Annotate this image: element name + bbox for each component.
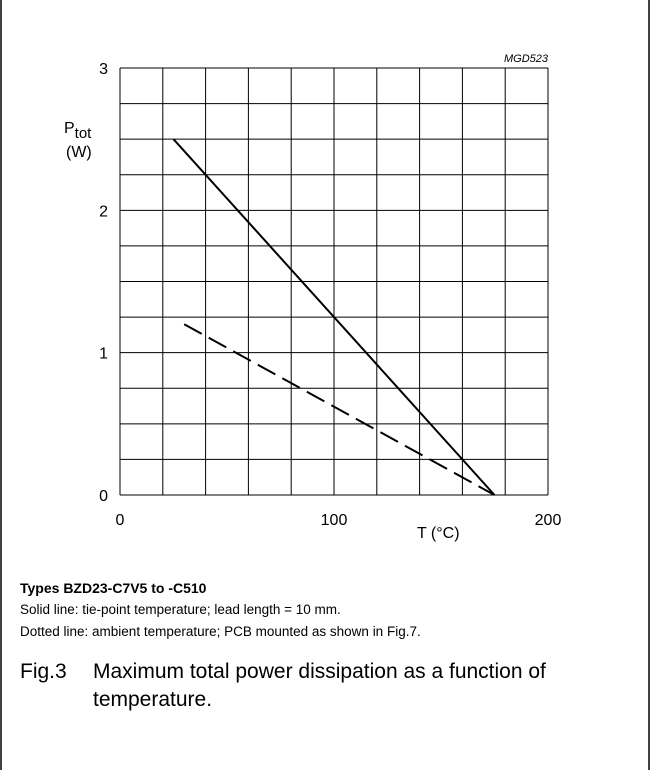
tick-labels: 0 100 200 0 1 2 3	[99, 61, 561, 529]
y-tick-label: 0	[99, 488, 108, 505]
x-tick-label: 0	[116, 512, 125, 529]
y-tick-label: 2	[99, 203, 108, 220]
figure-code-label: MGD523	[504, 53, 549, 65]
dotted-line-note: Dotted line: ambient temperature; PCB mo…	[20, 624, 421, 639]
x-axis-label: T (°C)	[417, 525, 460, 542]
y-axis-label: Ptot	[64, 120, 92, 142]
y-tick-label: 1	[99, 346, 108, 363]
tie-point-temperature-line	[172, 138, 496, 496]
figure-title: Maximum total power dissipation as a fun…	[93, 660, 546, 711]
y-axis-unit: (W)	[66, 144, 92, 161]
figure-caption: Fig.3 Maximum total power dissipation as…	[20, 658, 630, 714]
y-axis-subscript: tot	[75, 125, 93, 142]
ambient-temperature-line	[183, 323, 495, 496]
x-tick-label: 200	[535, 512, 562, 529]
y-axis-symbol: P	[64, 120, 75, 137]
series-lines	[172, 138, 496, 496]
y-tick-label: 3	[99, 61, 108, 78]
x-tick-label: 100	[321, 512, 348, 529]
power-dissipation-chart: 0 100 200 0 1 2 3 MGD523 Ptot (W) T (°C)	[64, 53, 561, 542]
grid-lines	[119, 67, 549, 496]
figure-number: Fig.3	[20, 660, 67, 683]
solid-line-note: Solid line: tie-point temperature; lead …	[20, 602, 341, 617]
types-heading: Types BZD23-C7V5 to -C510	[20, 580, 207, 596]
caption-block: Types BZD23-C7V5 to -C510 Solid line: ti…	[20, 580, 640, 646]
